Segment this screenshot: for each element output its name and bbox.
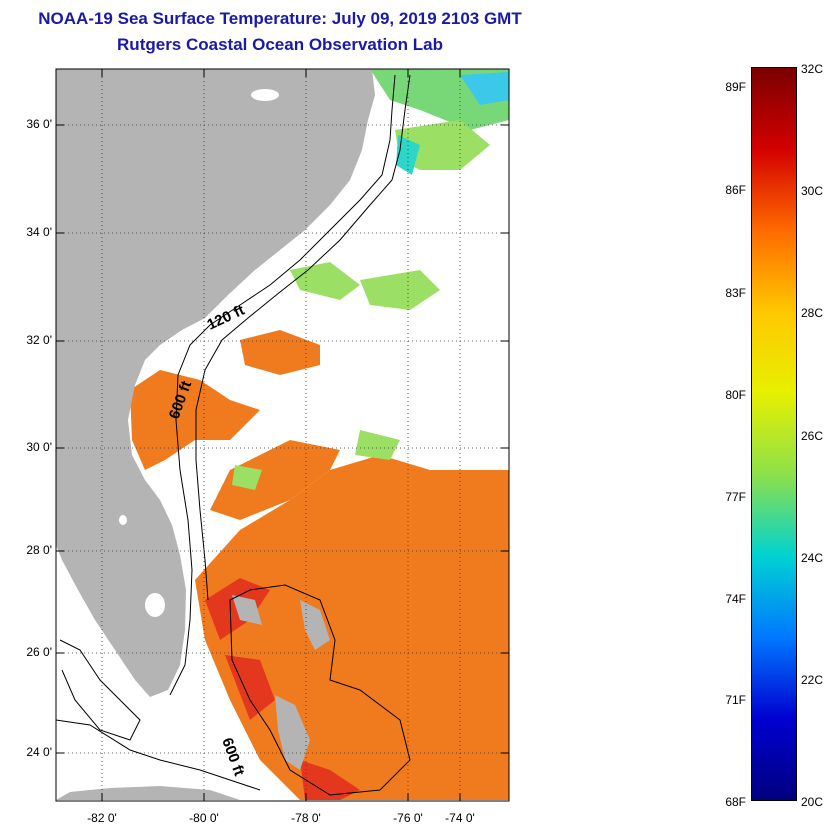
bahamas-islands [232, 595, 330, 770]
isobath-lines [56, 74, 411, 796]
lat-label-28: 28 0' [26, 543, 52, 557]
colorbar-label-86f: 86F [725, 183, 746, 197]
lat-label-36: 36 0' [26, 117, 52, 131]
us-landmass [56, 69, 375, 697]
colorbar-label-28c: 28C [801, 306, 824, 320]
sst-cyan-patches [396, 72, 509, 175]
lon-label-76: -76 0' [393, 811, 423, 825]
colorbar-label-80f: 80F [725, 388, 746, 402]
colorbar-label-89f: 89F [725, 80, 746, 94]
colorbar-label-77f: 77F [725, 490, 746, 504]
sst-warm-region [130, 330, 509, 800]
lat-label-26: 26 0' [26, 645, 52, 659]
lat-label-30: 30 0' [26, 440, 52, 454]
colorbar-label-32c: 32C [801, 62, 824, 76]
lat-label-24: 24 0' [26, 745, 52, 759]
lon-label-80: -80 0' [189, 811, 219, 825]
map-subtitle: Rutgers Coastal Ocean Observation Lab [117, 35, 443, 54]
axis-ticks [56, 69, 509, 801]
colorbar-label-83f: 83F [725, 286, 746, 300]
colorbar-label-22c: 22C [801, 673, 824, 687]
colorbar-label-74f: 74F [725, 592, 746, 606]
lon-label-82: -82 0' [87, 811, 117, 825]
map-title: NOAA-19 Sea Surface Temperature: July 09… [38, 9, 522, 28]
temperature-colorbar [751, 67, 797, 801]
colorbar-label-24c: 24C [801, 551, 824, 565]
map-border [55, 68, 510, 802]
lakes [119, 89, 279, 617]
lon-label-78: -78 0' [291, 811, 321, 825]
colorbar-label-26c: 26C [801, 429, 824, 443]
lon-label-74: -74 0' [445, 811, 475, 825]
colorbar-label-68f: 68F [725, 795, 746, 809]
lat-label-34: 34 0' [26, 225, 52, 239]
colorbar-label-71f: 71F [725, 693, 746, 707]
colorbar-label-30c: 30C [801, 184, 824, 198]
lat-label-32: 32 0' [26, 333, 52, 347]
colorbar-label-20c: 20C [801, 795, 824, 809]
